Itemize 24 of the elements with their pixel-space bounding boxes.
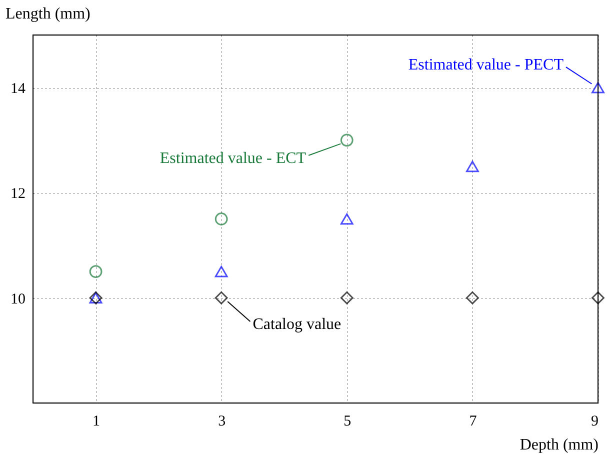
x-tick-label: 9 <box>591 414 598 430</box>
x-axis-title: Depth (mm) <box>520 436 598 454</box>
point <box>592 291 604 304</box>
y-tick-label: 10 <box>10 291 26 308</box>
point <box>214 212 228 226</box>
point <box>214 291 228 304</box>
annotation: Catalog value <box>252 316 342 334</box>
y-tick-label: 12 <box>10 186 26 202</box>
x-tick-label: 5 <box>344 414 352 430</box>
point <box>340 213 354 225</box>
point <box>466 160 479 172</box>
point <box>466 291 479 304</box>
x-tick-label: 1 <box>92 414 100 430</box>
point <box>592 82 604 94</box>
y-axis-title: Length (mm) <box>6 6 90 22</box>
annotation: Estimated value - ECT <box>160 150 306 168</box>
point <box>340 134 354 147</box>
annotation: Estimated value - PECT <box>408 56 564 74</box>
x-tick-label: 7 <box>469 414 478 430</box>
point <box>214 266 228 278</box>
point <box>89 265 102 278</box>
x-tick-label: 3 <box>218 414 226 430</box>
point <box>340 291 354 304</box>
y-tick-label: 14 <box>10 81 26 98</box>
